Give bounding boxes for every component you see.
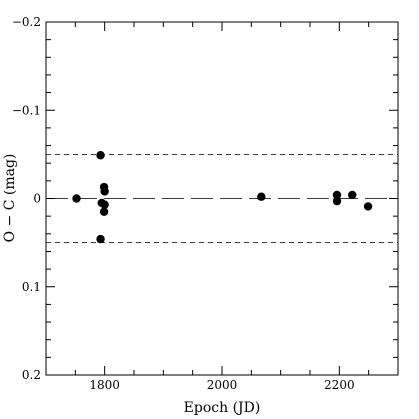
- x-tick-label: 1800: [89, 378, 120, 392]
- data-point: [100, 200, 109, 209]
- x-tick-label: 2000: [207, 378, 238, 392]
- x-axis-label: Epoch (JD): [184, 400, 261, 416]
- data-point: [96, 234, 105, 244]
- data-point: [332, 196, 342, 206]
- data-points: [72, 151, 373, 244]
- reference-lines: [46, 153, 398, 244]
- y-tick-label: −0.2: [12, 15, 41, 29]
- data-point: [363, 202, 373, 211]
- data-point: [96, 151, 105, 160]
- data-point: [257, 192, 266, 201]
- y-tick-label: 0: [33, 192, 41, 206]
- y-tick-label: −0.1: [12, 103, 41, 117]
- x-tick-label: 2200: [324, 378, 355, 392]
- data-point: [100, 187, 109, 196]
- y-tick-label: 0.1: [22, 280, 41, 294]
- data-point: [348, 190, 357, 200]
- data-point: [332, 190, 342, 200]
- data-point: [72, 194, 81, 203]
- y-axis-label: O − C (mag): [2, 154, 18, 243]
- y-tick-label: 0.2: [22, 368, 41, 382]
- data-point: [99, 207, 109, 216]
- axis-ticks: 1800 2000 2200 −0.2 −0.1 0 0.1 0.2: [12, 15, 398, 392]
